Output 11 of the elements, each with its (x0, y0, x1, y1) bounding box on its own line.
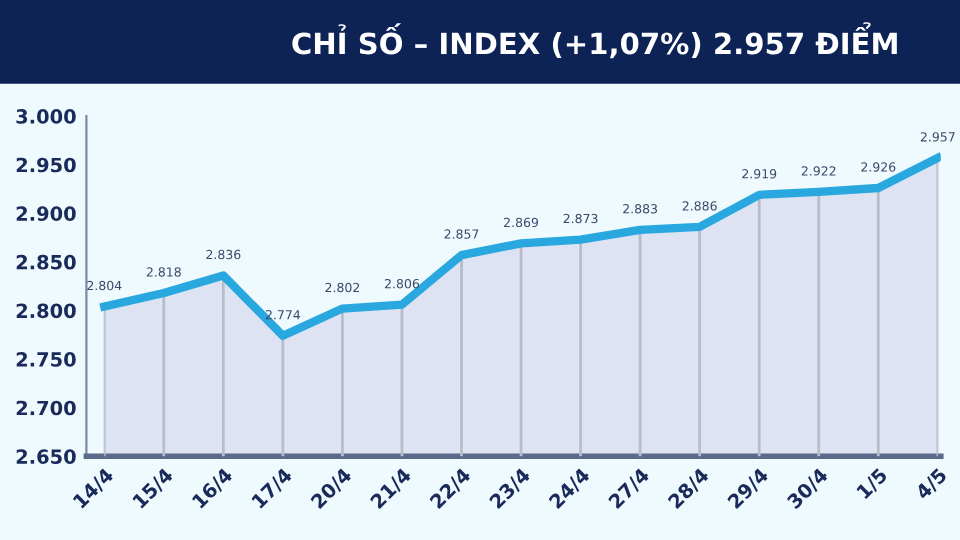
y-tick-label: 3.000 (16, 109, 76, 124)
x-tick-label: 1/5 (856, 467, 890, 501)
x-tick-label: 4/5 (914, 467, 949, 502)
y-tick-label: 2.800 (16, 303, 76, 319)
y-tick-label: 2.650 (16, 449, 76, 464)
y-tick-label: 2.750 (16, 352, 76, 367)
y-tick-label: 2.900 (16, 206, 76, 221)
y-tick-label: 2.850 (16, 254, 76, 270)
y-tick-label: 2.950 (16, 157, 76, 173)
chart-title: CHỈ SỐ – INDEX (+1,07%) 2.957 ĐIỂM (292, 22, 897, 59)
y-tick-label: 2.700 (16, 400, 76, 416)
